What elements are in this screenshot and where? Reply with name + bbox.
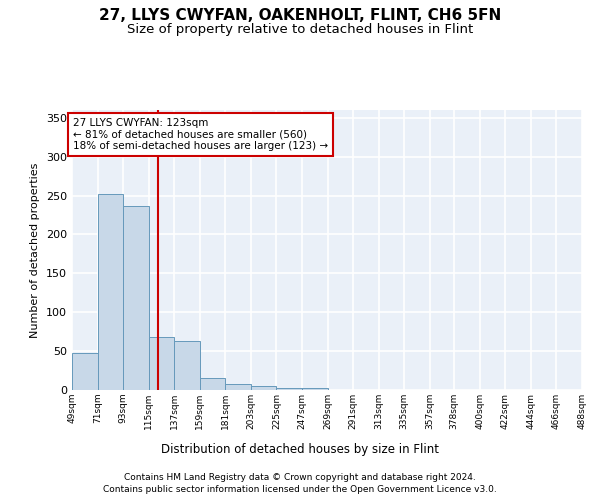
Text: 27 LLYS CWYFAN: 123sqm
← 81% of detached houses are smaller (560)
18% of semi-de: 27 LLYS CWYFAN: 123sqm ← 81% of detached… bbox=[73, 118, 328, 151]
Y-axis label: Number of detached properties: Number of detached properties bbox=[31, 162, 40, 338]
Text: 27, LLYS CWYFAN, OAKENHOLT, FLINT, CH6 5FN: 27, LLYS CWYFAN, OAKENHOLT, FLINT, CH6 5… bbox=[99, 8, 501, 22]
Bar bbox=[200, 378, 226, 390]
Bar bbox=[123, 206, 149, 390]
Bar bbox=[251, 386, 277, 390]
Bar bbox=[302, 388, 328, 390]
Text: Size of property relative to detached houses in Flint: Size of property relative to detached ho… bbox=[127, 22, 473, 36]
Bar bbox=[149, 337, 174, 390]
Bar bbox=[174, 341, 200, 390]
Bar bbox=[98, 194, 123, 390]
Bar bbox=[277, 388, 302, 390]
Text: Distribution of detached houses by size in Flint: Distribution of detached houses by size … bbox=[161, 442, 439, 456]
Bar bbox=[72, 352, 98, 390]
Bar bbox=[226, 384, 251, 390]
Text: Contains HM Land Registry data © Crown copyright and database right 2024.: Contains HM Land Registry data © Crown c… bbox=[124, 472, 476, 482]
Text: Contains public sector information licensed under the Open Government Licence v3: Contains public sector information licen… bbox=[103, 485, 497, 494]
